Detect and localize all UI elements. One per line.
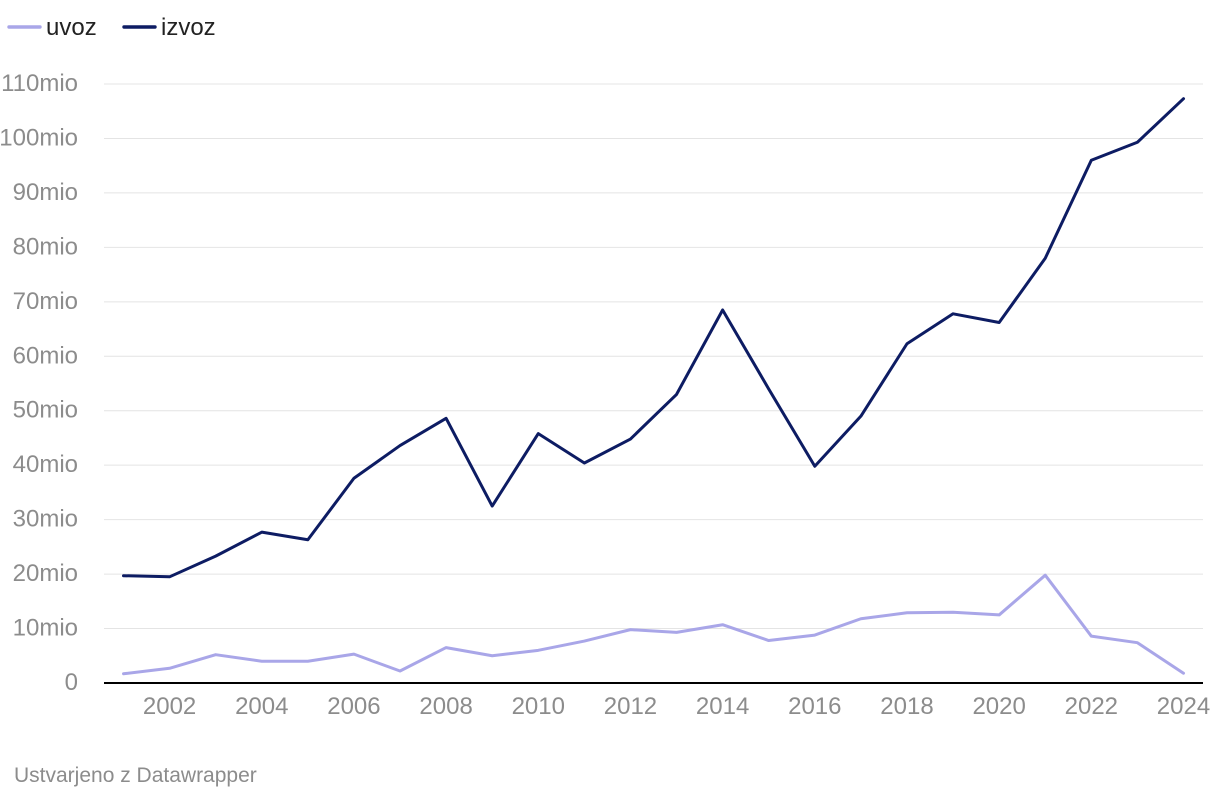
svg-text:uvoz: uvoz <box>46 14 97 41</box>
svg-text:70mio: 70mio <box>13 288 78 315</box>
svg-text:2006: 2006 <box>327 693 380 720</box>
svg-text:90mio: 90mio <box>13 179 78 206</box>
svg-text:2002: 2002 <box>143 693 196 720</box>
svg-text:2018: 2018 <box>880 693 933 720</box>
svg-text:2012: 2012 <box>604 693 657 720</box>
svg-text:0: 0 <box>65 669 78 696</box>
svg-text:izvoz: izvoz <box>161 14 216 41</box>
svg-text:2004: 2004 <box>235 693 288 720</box>
svg-text:2022: 2022 <box>1065 693 1118 720</box>
svg-text:40mio: 40mio <box>13 451 78 478</box>
svg-text:2010: 2010 <box>512 693 565 720</box>
svg-text:2016: 2016 <box>788 693 841 720</box>
svg-text:2024: 2024 <box>1157 693 1210 720</box>
svg-text:100mio: 100mio <box>0 124 78 151</box>
svg-text:2008: 2008 <box>419 693 472 720</box>
svg-text:110mio: 110mio <box>1 70 78 97</box>
svg-text:2020: 2020 <box>972 693 1025 720</box>
svg-text:60mio: 60mio <box>13 342 78 369</box>
svg-text:2014: 2014 <box>696 693 749 720</box>
svg-text:10mio: 10mio <box>13 615 78 642</box>
svg-text:20mio: 20mio <box>13 560 78 587</box>
svg-text:80mio: 80mio <box>13 233 78 260</box>
svg-text:30mio: 30mio <box>13 506 78 533</box>
svg-text:50mio: 50mio <box>13 397 78 424</box>
